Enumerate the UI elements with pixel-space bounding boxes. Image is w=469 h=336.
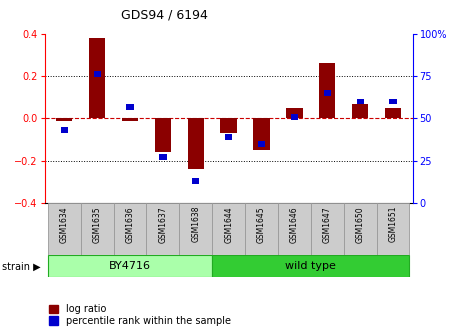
Bar — [159, 155, 166, 160]
Text: GSM1645: GSM1645 — [257, 206, 266, 243]
Legend: log ratio, percentile rank within the sample: log ratio, percentile rank within the sa… — [49, 304, 231, 326]
Bar — [179, 203, 212, 255]
Bar — [356, 98, 364, 104]
Bar — [324, 90, 331, 96]
Bar — [389, 98, 397, 104]
Text: GSM1636: GSM1636 — [126, 206, 135, 243]
Bar — [48, 203, 81, 255]
Bar — [385, 108, 401, 119]
Text: GSM1647: GSM1647 — [323, 206, 332, 243]
Bar — [225, 134, 232, 140]
Bar — [311, 203, 344, 255]
Text: wild type: wild type — [285, 261, 336, 271]
Bar — [278, 203, 311, 255]
Text: GSM1637: GSM1637 — [159, 206, 167, 243]
Bar — [188, 119, 204, 169]
Bar — [48, 255, 212, 277]
Text: GDS94 / 6194: GDS94 / 6194 — [121, 8, 208, 22]
Bar — [352, 103, 368, 119]
Bar — [122, 119, 138, 121]
Bar — [319, 63, 335, 119]
Bar — [61, 127, 68, 133]
Bar — [192, 178, 199, 184]
Text: GSM1650: GSM1650 — [356, 206, 364, 243]
Bar — [56, 119, 73, 121]
Bar — [253, 119, 270, 150]
Bar — [286, 108, 303, 119]
Bar — [146, 203, 179, 255]
Text: GSM1638: GSM1638 — [191, 206, 200, 242]
Text: GSM1651: GSM1651 — [388, 206, 398, 242]
Text: GSM1635: GSM1635 — [93, 206, 102, 243]
Bar — [212, 203, 245, 255]
Bar — [291, 114, 298, 120]
Bar — [258, 141, 265, 147]
Bar — [113, 203, 146, 255]
Bar — [155, 119, 171, 153]
Bar — [344, 203, 377, 255]
Text: strain ▶: strain ▶ — [2, 261, 41, 271]
Bar — [81, 203, 113, 255]
Bar — [220, 119, 237, 133]
Text: GSM1634: GSM1634 — [60, 206, 69, 243]
Text: BY4716: BY4716 — [109, 261, 151, 271]
Text: GSM1646: GSM1646 — [290, 206, 299, 243]
Bar — [93, 71, 101, 77]
Text: GSM1644: GSM1644 — [224, 206, 233, 243]
Bar — [212, 255, 409, 277]
Bar — [377, 203, 409, 255]
Bar — [127, 103, 134, 110]
Bar — [89, 38, 106, 119]
Bar — [245, 203, 278, 255]
